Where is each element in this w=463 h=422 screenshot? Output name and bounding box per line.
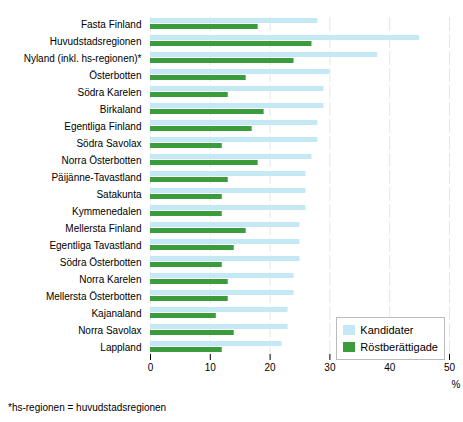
svg-text:Södra Savolax: Södra Savolax: [76, 138, 141, 149]
svg-text:Huvudstadsregionen: Huvudstadsregionen: [50, 36, 142, 47]
html-text:Kandidater: Kandidater: [360, 324, 414, 336]
svg-text:Kymmenedalen: Kymmenedalen: [72, 206, 141, 217]
html-text:*hs-regionen = huvudstadsregio: *hs-regionen = huvudstadsregionen: [8, 402, 167, 413]
svg-text:20: 20: [265, 362, 277, 373]
svg-text:Österbotten: Österbotten: [89, 70, 141, 81]
svg-text:Nyland (inkl. hs-regionen)*: Nyland (inkl. hs-regionen)*: [24, 53, 142, 64]
svg-text:Kajanaland: Kajanaland: [91, 308, 141, 319]
svg-text:10: 10: [205, 362, 217, 373]
svg-text:Fasta Finland: Fasta Finland: [81, 19, 142, 30]
svg-text:Päijänne-Tavastland: Päijänne-Tavastland: [51, 172, 141, 183]
svg-text:Lappland: Lappland: [100, 342, 141, 353]
svg-text:Mellersta Finland: Mellersta Finland: [65, 223, 141, 234]
svg-text:Södra Österbotten: Södra Österbotten: [60, 257, 142, 268]
svg-text:40: 40: [384, 362, 396, 373]
svg-text:Birkaland: Birkaland: [100, 104, 142, 115]
svg-text:Södra Karelen: Södra Karelen: [78, 87, 142, 98]
svg-text:Satakunta: Satakunta: [96, 189, 141, 200]
svg-text:Norra Österbotten: Norra Österbotten: [61, 155, 141, 166]
svg-text:Egentliga Tavastland: Egentliga Tavastland: [49, 240, 141, 251]
html-text:Röstberättigade: Röstberättigade: [360, 340, 438, 353]
svg-text:30: 30: [324, 362, 336, 373]
svg-text:50: 50: [444, 362, 456, 373]
svg-text:Mellersta Österbotten: Mellersta Österbotten: [46, 291, 142, 302]
svg-text:Norra Karelen: Norra Karelen: [79, 274, 141, 285]
svg-text:%: %: [452, 379, 461, 390]
svg-text:0: 0: [148, 362, 154, 373]
svg-text:Norra Savolax: Norra Savolax: [78, 325, 141, 336]
svg-text:Egentliga Finland: Egentliga Finland: [64, 121, 141, 132]
